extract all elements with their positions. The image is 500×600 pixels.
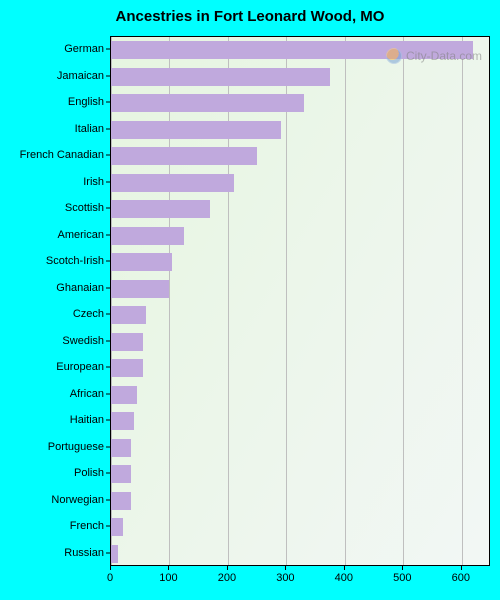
y-tick-label: European: [56, 361, 110, 373]
y-tick: [106, 49, 110, 50]
bar: [111, 174, 234, 192]
y-tick: [106, 552, 110, 553]
bar: [111, 386, 137, 404]
y-tick-label: Italian: [75, 123, 110, 135]
y-tick: [106, 446, 110, 447]
bar: [111, 545, 118, 563]
bar: [111, 412, 134, 430]
y-tick-label: Ghanaian: [56, 282, 110, 294]
bar: [111, 94, 304, 112]
bar: [111, 200, 210, 218]
gridline: [403, 37, 404, 565]
y-tick-label: French: [70, 520, 110, 532]
bar: [111, 333, 143, 351]
y-tick: [106, 499, 110, 500]
gridline: [228, 37, 229, 565]
y-tick: [106, 420, 110, 421]
x-tick-label: 200: [218, 566, 236, 584]
y-tick: [106, 393, 110, 394]
y-tick-label: Portuguese: [48, 441, 110, 453]
bar: [111, 147, 257, 165]
y-tick: [106, 234, 110, 235]
y-tick-label: Haitian: [70, 414, 110, 426]
y-tick: [106, 155, 110, 156]
y-tick: [106, 208, 110, 209]
y-tick: [106, 473, 110, 474]
x-tick-label: 0: [107, 566, 113, 584]
y-tick-label: Scotch-Irish: [46, 255, 110, 267]
x-tick-label: 600: [452, 566, 470, 584]
gridline: [286, 37, 287, 565]
bar: [111, 68, 330, 86]
x-tick-label: 300: [276, 566, 294, 584]
bar: [111, 306, 146, 324]
bar: [111, 253, 172, 271]
y-tick: [106, 75, 110, 76]
x-tick-label: 400: [335, 566, 353, 584]
bar: [111, 439, 131, 457]
bar: [111, 41, 473, 59]
y-tick: [106, 367, 110, 368]
y-tick: [106, 102, 110, 103]
bar: [111, 359, 143, 377]
y-tick-label: Polish: [74, 467, 110, 479]
y-tick: [106, 287, 110, 288]
gridline: [111, 37, 112, 565]
y-tick-label: French Canadian: [20, 149, 110, 161]
chart-container: Ancestries in Fort Leonard Wood, MO City…: [0, 0, 500, 600]
y-tick-label: English: [68, 96, 110, 108]
bar: [111, 121, 281, 139]
y-tick: [106, 526, 110, 527]
y-tick-label: Russian: [64, 547, 110, 559]
y-tick-label: Norwegian: [51, 494, 110, 506]
y-tick: [106, 261, 110, 262]
y-tick: [106, 181, 110, 182]
y-tick-label: German: [64, 43, 110, 55]
y-tick-label: African: [70, 388, 110, 400]
x-tick-label: 100: [159, 566, 177, 584]
y-tick-label: Czech: [73, 308, 110, 320]
bar: [111, 492, 131, 510]
gridline: [462, 37, 463, 565]
x-tick-label: 500: [393, 566, 411, 584]
plot-wrap: City-Data.com 0100200300400500600GermanJ…: [110, 36, 490, 566]
chart-title: Ancestries in Fort Leonard Wood, MO: [0, 8, 500, 25]
y-tick: [106, 314, 110, 315]
y-tick-label: Scottish: [65, 202, 110, 214]
gridline: [345, 37, 346, 565]
bar: [111, 465, 131, 483]
gridline: [169, 37, 170, 565]
y-tick: [106, 128, 110, 129]
bar: [111, 227, 184, 245]
y-tick-label: Swedish: [62, 335, 110, 347]
plot-area: [110, 36, 490, 566]
y-tick-label: American: [58, 229, 110, 241]
bar: [111, 280, 169, 298]
y-tick: [106, 340, 110, 341]
y-tick-label: Jamaican: [57, 70, 110, 82]
bar: [111, 518, 123, 536]
